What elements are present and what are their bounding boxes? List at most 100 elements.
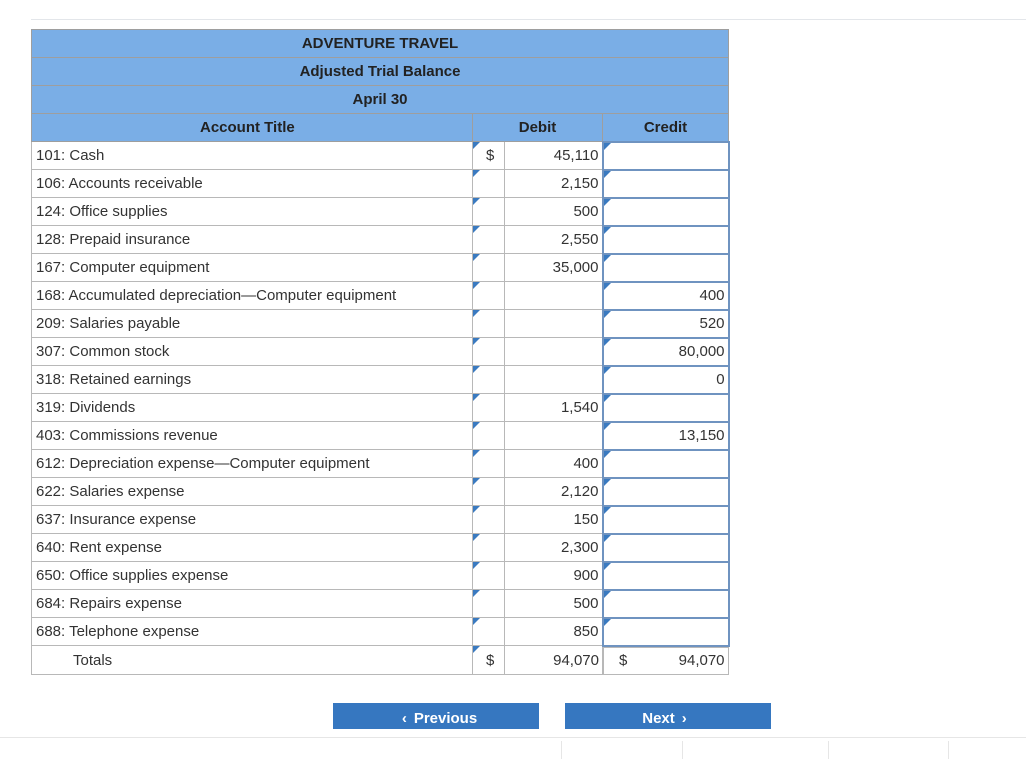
account-title: 168: Accumulated depreciation—Computer e… <box>31 281 473 310</box>
debit-amount <box>504 365 603 394</box>
account-title: 622: Salaries expense <box>31 477 473 506</box>
account-title: 101: Cash <box>31 141 473 170</box>
footer-divider <box>828 741 829 759</box>
table-row: 106: Accounts receivable 2,150 <box>31 168 730 199</box>
credit-amount-input[interactable]: 80,000 <box>601 336 730 367</box>
table-row: 688: Telephone expense 850 <box>31 616 730 647</box>
credit-amount-input[interactable] <box>601 252 730 283</box>
account-title: 307: Common stock <box>31 337 473 366</box>
totals-credit-amount: $94,070 <box>603 646 729 675</box>
account-title: 167: Computer equipment <box>31 253 473 282</box>
debit-amount <box>504 337 603 366</box>
debit-currency-cell[interactable] <box>472 309 505 338</box>
debit-currency-cell[interactable] <box>472 393 505 422</box>
debit-amount: 2,150 <box>504 169 603 198</box>
debit-amount <box>504 281 603 310</box>
account-title: 637: Insurance expense <box>31 505 473 534</box>
debit-currency-cell[interactable] <box>472 505 505 534</box>
previous-button[interactable]: ‹ Previous <box>333 703 539 729</box>
totals-label: Totals <box>31 645 473 675</box>
statement-date: April 30 <box>30 85 730 114</box>
footer-divider <box>948 741 949 759</box>
account-title: 319: Dividends <box>31 393 473 422</box>
debit-amount <box>504 421 603 450</box>
account-title: 106: Accounts receivable <box>31 169 473 198</box>
credit-amount-input[interactable]: 400 <box>601 280 730 311</box>
debit-currency-cell[interactable]: $ <box>472 141 505 170</box>
totals-credit-currency: $ <box>619 652 628 669</box>
totals-row: Totals $94,070 $94,070 <box>31 645 729 675</box>
account-title: 640: Rent expense <box>31 533 473 562</box>
account-title-header: Account Title <box>31 113 473 142</box>
table-row: 124: Office supplies 500 <box>31 196 730 227</box>
credit-amount-input[interactable]: 13,150 <box>601 420 730 451</box>
account-title: 318: Retained earnings <box>31 365 473 394</box>
debit-amount: 900 <box>504 561 603 590</box>
table-row: 318: Retained earnings 0 <box>31 364 730 395</box>
debit-currency-cell[interactable] <box>472 281 505 310</box>
credit-amount-input[interactable] <box>601 448 730 479</box>
account-title: 403: Commissions revenue <box>31 421 473 450</box>
account-title: 124: Office supplies <box>31 197 473 226</box>
credit-header: Credit <box>601 113 730 142</box>
table-row: 167: Computer equipment 35,000 <box>31 252 730 283</box>
credit-amount-input[interactable] <box>601 532 730 563</box>
totals-debit-currency[interactable]: $ <box>472 645 505 675</box>
debit-currency-cell[interactable] <box>472 197 505 226</box>
debit-currency-cell[interactable] <box>472 449 505 478</box>
debit-currency-cell[interactable] <box>472 225 505 254</box>
credit-amount-input[interactable] <box>601 588 730 619</box>
credit-amount-input[interactable] <box>601 392 730 423</box>
table-row: 319: Dividends 1,540 <box>31 392 730 423</box>
credit-amount-input[interactable]: 0 <box>601 364 730 395</box>
debit-currency-cell[interactable] <box>472 337 505 366</box>
table-row: 640: Rent expense 2,300 <box>31 532 730 563</box>
debit-amount: 150 <box>504 505 603 534</box>
debit-currency-cell[interactable] <box>472 617 505 646</box>
debit-amount: 400 <box>504 449 603 478</box>
debit-amount: 35,000 <box>504 253 603 282</box>
credit-amount-input[interactable] <box>601 168 730 199</box>
debit-currency-cell[interactable] <box>472 169 505 198</box>
bottom-divider <box>0 737 1026 738</box>
debit-currency-cell[interactable] <box>472 365 505 394</box>
top-divider <box>31 19 1026 20</box>
debit-currency-cell[interactable] <box>472 561 505 590</box>
totals-debit-amount: 94,070 <box>504 645 603 675</box>
debit-amount: 500 <box>504 197 603 226</box>
table-row: 168: Accumulated depreciation—Computer e… <box>31 280 730 311</box>
table-row: 637: Insurance expense 150 <box>31 504 730 535</box>
table-row: 612: Depreciation expense—Computer equip… <box>31 448 730 479</box>
debit-currency-cell[interactable] <box>472 253 505 282</box>
totals-credit-value: 94,070 <box>678 652 725 669</box>
debit-amount <box>504 309 603 338</box>
table-row: 684: Repairs expense 500 <box>31 588 730 619</box>
debit-amount: 500 <box>504 589 603 618</box>
previous-button-label: Previous <box>413 710 478 727</box>
credit-amount-input[interactable] <box>601 616 730 647</box>
account-title: 209: Salaries payable <box>31 309 473 338</box>
chevron-right-icon: › <box>681 710 687 727</box>
credit-amount-input[interactable] <box>601 196 730 227</box>
debit-currency-cell[interactable] <box>472 589 505 618</box>
next-button[interactable]: Next › <box>565 703 771 729</box>
debit-currency-cell[interactable] <box>472 477 505 506</box>
debit-currency-cell[interactable] <box>472 533 505 562</box>
table-row: 403: Commissions revenue 13,150 <box>31 420 730 451</box>
credit-amount-input[interactable] <box>601 476 730 507</box>
debit-amount: 2,300 <box>504 533 603 562</box>
credit-amount-input[interactable] <box>601 560 730 591</box>
credit-amount-input[interactable] <box>601 224 730 255</box>
credit-amount-input[interactable] <box>601 504 730 535</box>
credit-amount-input[interactable]: 520 <box>601 308 730 339</box>
debit-amount: 1,540 <box>504 393 603 422</box>
debit-currency-cell[interactable] <box>472 421 505 450</box>
account-title: 650: Office supplies expense <box>31 561 473 590</box>
statement-title: Adjusted Trial Balance <box>30 57 730 86</box>
footer-divider <box>682 741 683 759</box>
table-row: 307: Common stock 80,000 <box>31 336 730 367</box>
credit-amount-input[interactable] <box>601 140 730 171</box>
next-button-label: Next <box>642 710 675 727</box>
table-row: 650: Office supplies expense 900 <box>31 560 730 591</box>
account-title: 688: Telephone expense <box>31 617 473 646</box>
